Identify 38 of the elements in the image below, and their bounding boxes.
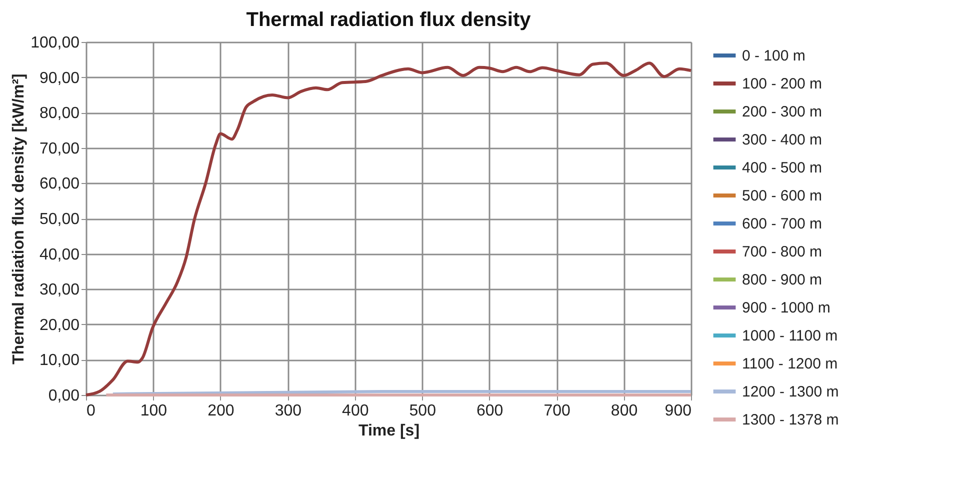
legend-label: 0 - 100 m <box>742 48 806 64</box>
y-axis-title: Thermal radiation flux density [kW/m²] <box>10 74 28 364</box>
legend-label: 300 - 400 m <box>742 132 822 148</box>
y-tick-label: 20,00 <box>39 316 80 334</box>
x-tick-label: 300 <box>274 402 302 420</box>
legend-label: 1300 - 1378 m <box>742 412 839 428</box>
legend-label: 500 - 600 m <box>742 188 822 204</box>
y-tick-label: 80,00 <box>39 105 80 122</box>
legend-label: 700 - 800 m <box>742 244 822 260</box>
legend-label: 1200 - 1300 m <box>742 384 839 400</box>
x-tick-label: 400 <box>342 402 369 420</box>
legend-label: 1100 - 1200 m <box>742 356 838 372</box>
x-tick-label: 0 <box>86 402 96 420</box>
y-tick-label: 60,00 <box>39 176 80 193</box>
legend-label: 100 - 200 m <box>742 76 822 92</box>
y-tick-label: 70,00 <box>39 140 80 158</box>
x-tick-label: 900 <box>664 402 692 420</box>
y-tick-label: 100,00 <box>30 34 80 52</box>
x-axis-title: Time [s] <box>358 422 420 440</box>
x-tick-label: 600 <box>476 402 504 420</box>
y-tick-label: 40,00 <box>39 246 80 264</box>
y-tick-label: 50,00 <box>39 211 80 228</box>
legend-label: 900 - 1000 m <box>742 300 830 316</box>
legend-label: 400 - 500 m <box>742 160 822 176</box>
chart-title: Thermal radiation flux density <box>246 9 532 31</box>
y-tick-label: 0,00 <box>48 388 80 404</box>
y-tick-label: 90,00 <box>39 70 80 87</box>
legend-label: 1000 - 1100 m <box>742 328 838 344</box>
x-tick-label: 100 <box>140 402 168 420</box>
x-tick-label: 500 <box>409 402 436 420</box>
legend-label: 600 - 700 m <box>742 216 822 232</box>
x-tick-label: 700 <box>544 402 570 420</box>
legend-label: 200 - 300 m <box>742 104 822 120</box>
y-tick-label: 30,00 <box>39 282 80 299</box>
x-tick-label: 200 <box>208 402 234 420</box>
x-tick-label: 800 <box>610 402 638 420</box>
legend-label: 800 - 900 m <box>742 272 822 288</box>
y-tick-label: 10,00 <box>39 352 80 370</box>
